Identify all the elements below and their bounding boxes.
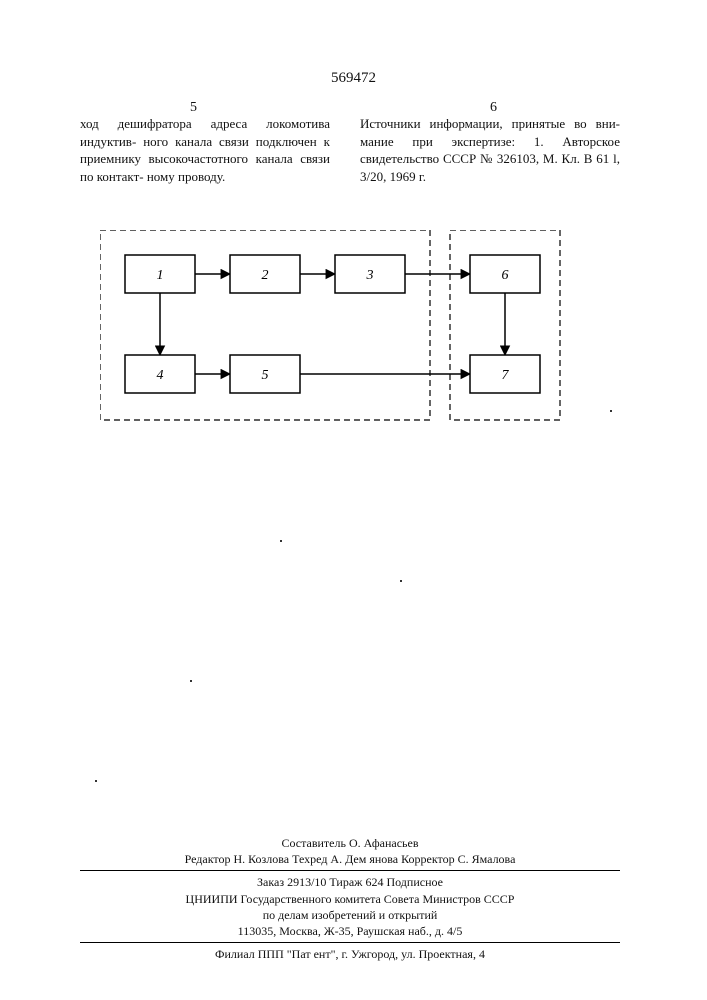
speck — [280, 540, 282, 542]
speck — [610, 410, 612, 412]
svg-text:6: 6 — [502, 268, 509, 283]
colophon-order: Заказ 2913/10 Тираж 624 Подписное — [80, 874, 620, 890]
column-left-text: ход дешифратора адреса локомотива индукт… — [80, 115, 330, 185]
doc-number: 569472 — [0, 70, 707, 87]
column-right-text: Источники информации, принятые во вни- м… — [360, 115, 620, 185]
svg-text:3: 3 — [366, 268, 374, 283]
colophon: Составитель О. Афанасьев Редактор Н. Коз… — [80, 835, 620, 962]
colophon-editors: Редактор Н. Козлова Техред А. Дем янова … — [80, 851, 620, 867]
rule-2 — [80, 942, 620, 943]
svg-text:2: 2 — [262, 268, 269, 283]
speck — [400, 580, 402, 582]
colophon-org1: ЦНИИПИ Государственного комитета Совета … — [80, 891, 620, 907]
colophon-addr2: Филиал ППП "Пат ент", г. Ужгород, ул. Пр… — [80, 946, 620, 962]
block-diagram: 1 2 3 4 5 6 7 — [100, 230, 570, 430]
speck — [190, 680, 192, 682]
column-number-left: 5 — [190, 100, 197, 116]
svg-text:7: 7 — [502, 368, 510, 383]
svg-text:4: 4 — [157, 368, 164, 383]
colophon-compiler: Составитель О. Афанасьев — [80, 835, 620, 851]
column-number-right: 6 — [490, 100, 497, 116]
colophon-addr1: 113035, Москва, Ж-35, Раушская наб., д. … — [80, 923, 620, 939]
speck — [95, 780, 97, 782]
rule-1 — [80, 870, 620, 871]
colophon-org2: по делам изобретений и открытий — [80, 907, 620, 923]
svg-text:5: 5 — [262, 368, 269, 383]
page: 569472 5 6 ход дешифратора адреса локомо… — [0, 0, 707, 1000]
svg-text:1: 1 — [157, 268, 164, 283]
